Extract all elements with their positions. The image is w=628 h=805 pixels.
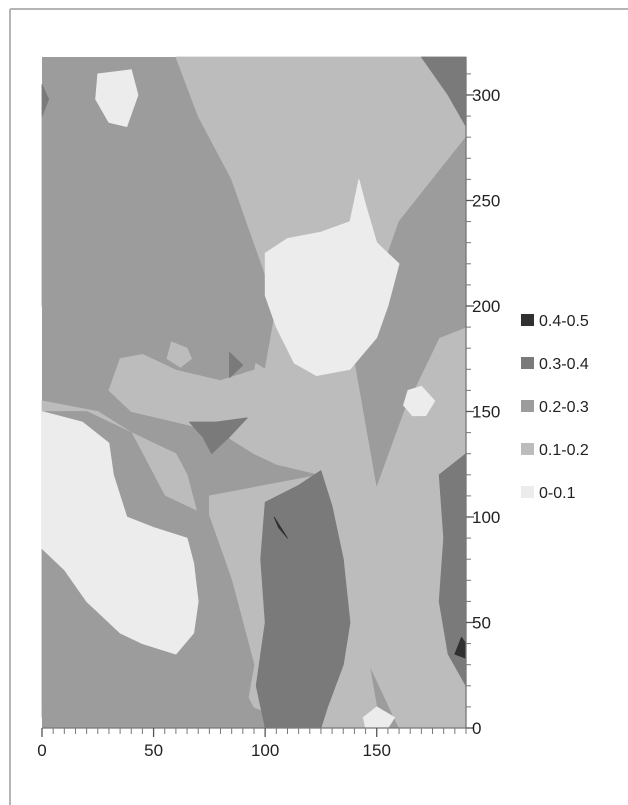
y-tick-label-150: 150 xyxy=(472,402,500,421)
legend-swatch-5 xyxy=(521,486,534,498)
legend: 0.4-0.5 0.3-0.4 0.2-0.3 0.1-0.2 0-0.1 xyxy=(521,313,589,502)
x-tick-label-50: 50 xyxy=(144,741,163,760)
y-tick-label-200: 200 xyxy=(472,297,500,316)
legend-swatch-1 xyxy=(521,314,534,326)
heatmap-plot-area xyxy=(41,56,467,729)
contour-region-16 xyxy=(41,84,50,117)
contour-region-18 xyxy=(229,351,244,379)
legend-label-4: 0.1-0.2 xyxy=(539,442,589,459)
contour-region-12 xyxy=(166,341,192,368)
y-tick-label-100: 100 xyxy=(472,508,500,527)
contour-region-19 xyxy=(273,516,288,539)
y-tick-label-250: 250 xyxy=(472,191,500,210)
contour-region-7 xyxy=(41,411,199,655)
legend-swatch-3 xyxy=(521,400,534,412)
contour-regions xyxy=(41,56,467,729)
contour-region-10 xyxy=(95,69,139,127)
contour-region-4 xyxy=(41,115,266,381)
contour-region-9 xyxy=(403,385,436,417)
y-tick-label-50: 50 xyxy=(472,613,491,632)
y-tick-label-0: 0 xyxy=(472,719,481,738)
x-tick-label-150: 150 xyxy=(363,741,391,760)
legend-swatch-4 xyxy=(521,443,534,455)
legend-label-3: 0.2-0.3 xyxy=(539,399,589,416)
legend-swatch-2 xyxy=(521,357,534,369)
x-tick-label-100: 100 xyxy=(251,741,279,760)
contour-region-8 xyxy=(264,178,400,377)
contour-region-17 xyxy=(188,417,248,455)
y-tick-label-300: 300 xyxy=(472,86,500,105)
x-tick-label-0: 0 xyxy=(37,741,46,760)
contour-region-13 xyxy=(255,470,351,729)
x-axis-tick-labels: 0 50 100 150 xyxy=(37,741,391,760)
y-axis-tick-labels: 0 50 100 150 200 250 300 xyxy=(472,86,500,738)
legend-label-2: 0.3-0.4 xyxy=(539,356,589,373)
legend-label-5: 0-0.1 xyxy=(539,485,576,502)
legend-label-1: 0.4-0.5 xyxy=(539,313,589,330)
axes xyxy=(41,57,474,737)
